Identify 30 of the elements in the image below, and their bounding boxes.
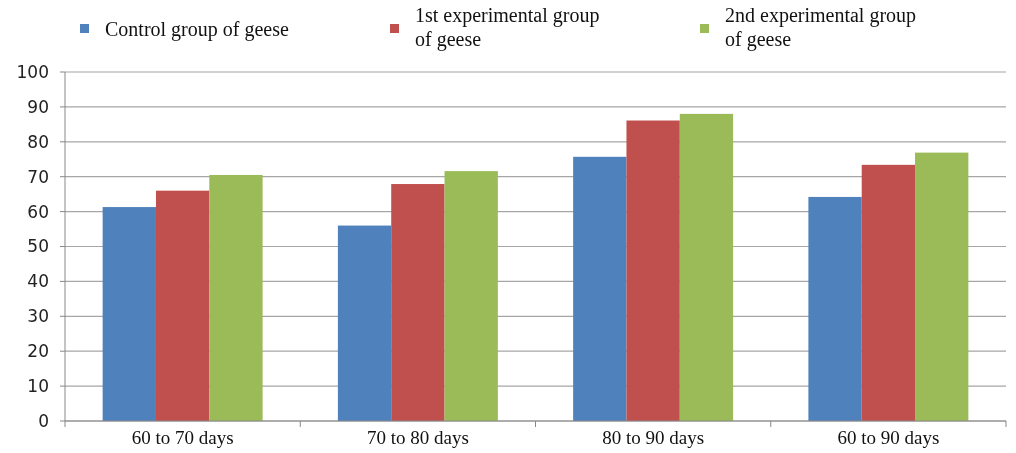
y-tick-label: 0	[38, 410, 49, 431]
bar	[808, 196, 862, 421]
bar	[391, 184, 445, 421]
y-tick-label: 80	[27, 131, 49, 152]
bar	[626, 120, 680, 421]
legend-label: 1st experimental group of geese	[415, 4, 600, 51]
bar	[915, 152, 969, 421]
x-tick-label: 60 to 90 days	[837, 427, 940, 448]
bar	[444, 171, 498, 421]
bar	[155, 190, 210, 421]
bar	[573, 156, 627, 421]
y-tick-label: 20	[27, 341, 49, 362]
y-tick-label: 30	[27, 306, 49, 327]
legend-label: 2nd experimental group of geese	[725, 4, 917, 51]
x-tick-label: 80 to 90 days	[602, 427, 705, 448]
y-tick-label: 60	[27, 201, 49, 222]
y-tick-label: 10	[27, 376, 49, 397]
x-tick-label: 60 to 70 days	[131, 427, 234, 448]
bar	[102, 207, 156, 421]
bar	[861, 164, 916, 421]
bar	[679, 113, 734, 421]
y-tick-label: 90	[27, 96, 49, 117]
y-tick-label: 50	[27, 236, 49, 257]
y-tick-label: 70	[27, 166, 49, 187]
bar	[209, 174, 263, 421]
legend-label: Control group of geese	[105, 18, 289, 41]
y-tick-label: 40	[27, 271, 49, 292]
x-tick-label: 70 to 80 days	[366, 427, 469, 448]
bar	[337, 225, 392, 421]
y-tick-label: 100	[16, 61, 49, 82]
